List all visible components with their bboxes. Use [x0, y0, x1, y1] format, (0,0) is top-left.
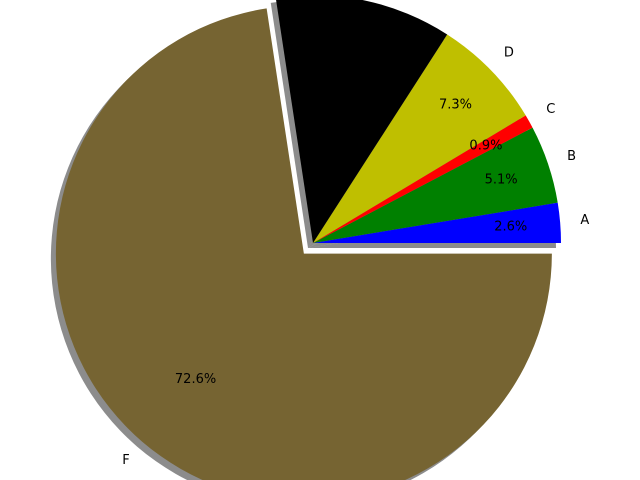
- wedge: [313, 127, 558, 243]
- wedge: [313, 115, 533, 243]
- slice-label: F: [122, 453, 129, 468]
- percent-label: 11.5%: [334, 41, 375, 56]
- percent-label: 0.9%: [469, 138, 502, 153]
- slice-label: C: [546, 102, 555, 117]
- percent-label: 72.6%: [175, 372, 216, 387]
- percent-label: 7.3%: [439, 97, 472, 112]
- wedge: [313, 34, 526, 244]
- slice-label: B: [567, 149, 576, 164]
- percent-label: 5.1%: [485, 172, 518, 187]
- wedge: [313, 202, 561, 243]
- wedge: [276, 0, 448, 243]
- slice-label: A: [580, 213, 589, 228]
- wedge: [55, 8, 552, 480]
- percent-label: 2.6%: [494, 219, 527, 234]
- slice-label: D: [504, 46, 514, 61]
